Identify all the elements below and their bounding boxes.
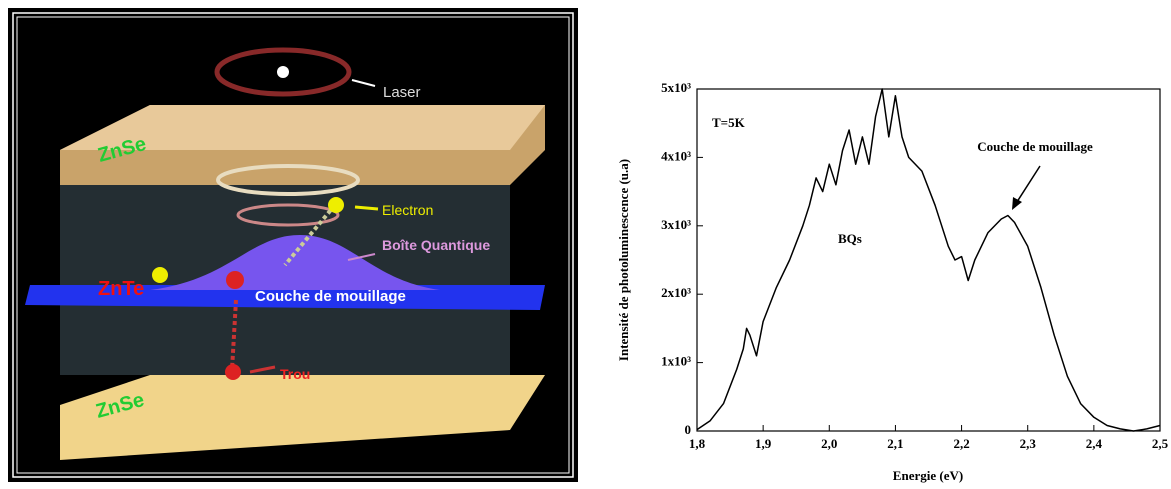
label: Couche de mouillage: [255, 288, 406, 305]
electron: [328, 197, 344, 213]
electron: [152, 267, 168, 283]
x-tick-label: 2,0: [821, 436, 837, 451]
plot-frame: [696, 88, 1161, 432]
arrow: [249, 365, 276, 374]
annotation: Couche de mouillage: [977, 139, 1093, 154]
annotation: BQs: [838, 231, 862, 246]
x-tick-label: 2,1: [887, 436, 903, 451]
laser-ring: [236, 203, 340, 227]
y-tick-label: 2x10³: [661, 285, 691, 300]
y-tick-label: 5x10³: [661, 80, 691, 95]
x-tick-label: 2,2: [953, 436, 969, 451]
x-tick-label: 1,8: [689, 436, 706, 451]
annotation: T=5K: [712, 115, 746, 130]
y-tick-label: 4x10³: [661, 148, 691, 163]
electron-path: [283, 203, 337, 267]
arrow: [351, 79, 376, 87]
x-tick-label: 2,3: [1020, 436, 1037, 451]
label: Trou: [280, 366, 310, 382]
label: Electron: [382, 202, 433, 218]
laser-ring: [214, 47, 352, 97]
arrow: [354, 205, 379, 211]
hole-path: [230, 299, 238, 371]
chart: Energie (eV) Intensité de photoluminesce…: [616, 80, 1169, 483]
annotation-arrowhead: [1012, 197, 1022, 210]
y-axis-label: Intensité de photoluminescence (u.a): [616, 159, 631, 361]
hole: [226, 271, 244, 289]
x-tick-label: 1,9: [755, 436, 772, 451]
spectrum-line: [696, 88, 1161, 432]
annotation-arrow: [1014, 165, 1041, 206]
hole: [225, 364, 241, 380]
illustration: Laser ZnSe Electron Boîte Quantique ZnTe…: [8, 8, 578, 482]
panel-border: [16, 16, 570, 474]
wetting-layer: [25, 285, 545, 310]
arrow: [347, 253, 376, 261]
laser-ring: [216, 164, 360, 196]
y-tick-label: 3x10³: [661, 217, 691, 232]
label: Boîte Quantique: [382, 237, 490, 253]
label: Laser: [383, 84, 421, 101]
label: ZnTe: [98, 278, 144, 300]
bottom-slab: [60, 375, 545, 460]
y-tick-label: 1x10³: [661, 354, 691, 369]
x-tick-label: 2,5: [1152, 436, 1169, 451]
x-axis-label: Energie (eV): [893, 468, 963, 483]
x-tick-label: 2,4: [1086, 436, 1103, 451]
quantum-dot: [150, 235, 440, 290]
panel-border: [12, 12, 574, 478]
laser-spot: [277, 66, 289, 78]
top-slab-face: [60, 105, 545, 150]
y-tick-label: 0: [685, 422, 692, 437]
